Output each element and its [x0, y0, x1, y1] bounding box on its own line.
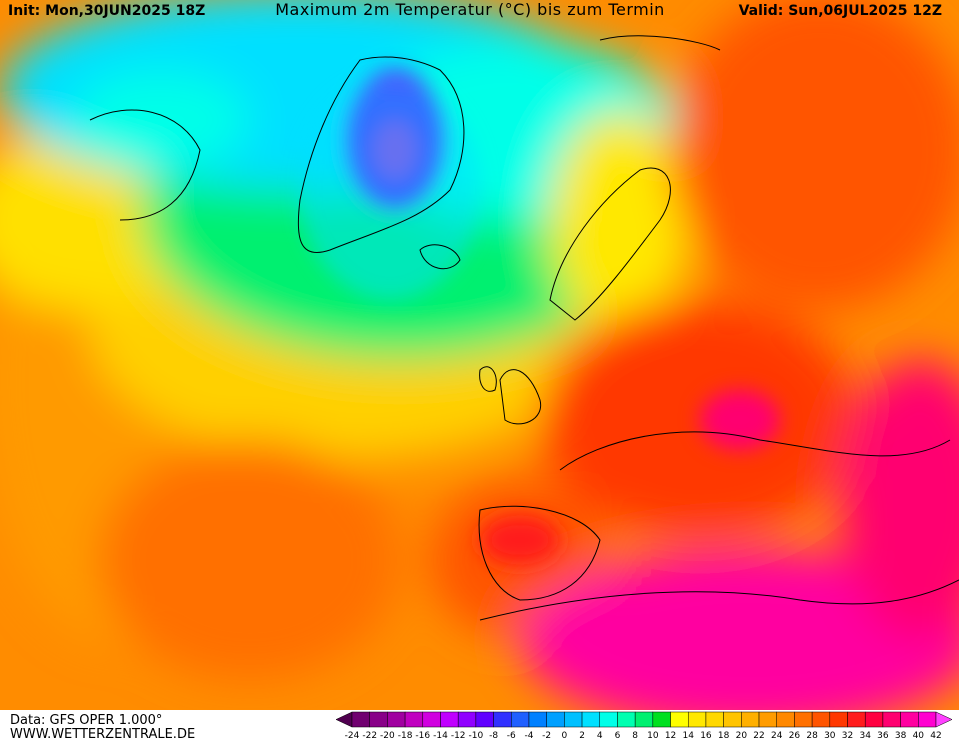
legend-swatch	[794, 711, 813, 728]
legend-label: 8	[632, 731, 638, 741]
legend-swatch	[811, 711, 831, 728]
legend-swatch	[829, 711, 848, 728]
color-legend: -24 -22 -20 -18 -16 -14 -12 -10 -8 -6 -4 -2 0 2 4 6 8 10 1…	[335, 711, 953, 741]
legend-swatch	[900, 711, 919, 728]
legend-label: -24	[345, 731, 360, 741]
legend-label: -16	[415, 731, 430, 741]
legend-label: 42	[930, 731, 941, 741]
legend-swatch	[564, 711, 583, 728]
legend-over-arrow	[935, 711, 953, 728]
legend-swatch	[687, 711, 707, 728]
legend-label: -22	[362, 731, 377, 741]
legend-label: 24	[771, 731, 783, 741]
legend-swatch	[387, 711, 406, 728]
legend-swatch	[634, 711, 654, 728]
legend-swatch	[404, 711, 424, 728]
legend-swatch	[652, 711, 671, 728]
legend-label: 40	[913, 731, 925, 741]
legend-label: 36	[877, 731, 889, 741]
legend-swatch	[546, 711, 565, 728]
legend-swatch	[847, 711, 866, 728]
legend-swatch	[581, 711, 601, 728]
legend-swatch	[741, 711, 760, 728]
legend-label: 0	[561, 731, 567, 741]
legend-swatch	[882, 711, 901, 728]
legend-label: 14	[683, 731, 695, 741]
legend-swatch	[457, 711, 477, 728]
legend-label: -8	[489, 731, 498, 741]
legend-label: 34	[859, 731, 871, 741]
legend-swatch	[493, 711, 512, 728]
legend-label: 2	[579, 731, 585, 741]
legend-label: 4	[597, 731, 603, 741]
legend-swatch	[705, 711, 724, 728]
legend-label: -4	[524, 731, 533, 741]
legend-swatch	[670, 711, 689, 728]
legend-swatch	[776, 711, 795, 728]
valid-time: Valid: Sun,06JUL2025 12Z	[739, 3, 942, 19]
legend-label: 18	[718, 731, 730, 741]
legend-swatch	[617, 711, 636, 728]
legend-swatch	[351, 711, 370, 728]
legend-label: 32	[842, 731, 853, 741]
website: WWW.WETTERZENTRALE.DE	[10, 727, 195, 741]
legend-label: -18	[398, 731, 413, 741]
legend-swatch	[440, 711, 459, 728]
legend-swatch	[723, 711, 742, 728]
legend-label: 28	[806, 731, 818, 741]
legend-label: 6	[615, 731, 621, 741]
legend-label: -14	[433, 731, 448, 741]
legend-under-arrow	[335, 711, 353, 728]
legend-label: 38	[895, 731, 907, 741]
data-source: Data: GFS OPER 1.000°	[10, 713, 162, 728]
init-time: Init: Mon,30JUN2025 18Z	[8, 3, 205, 19]
legend-label: -2	[542, 731, 551, 741]
legend-swatch	[475, 711, 494, 728]
legend-label: -20	[380, 731, 395, 741]
legend-label: 22	[753, 731, 764, 741]
coastlines	[89, 35, 959, 621]
legend-swatch	[918, 711, 937, 728]
map-title: Maximum 2m Temperatur (°C) bis zum Termi…	[275, 0, 665, 19]
legend-label: 16	[700, 731, 712, 741]
legend-swatch	[864, 711, 884, 728]
legend-label: 20	[736, 731, 748, 741]
legend-label: 26	[789, 731, 801, 741]
legend-label: 12	[665, 731, 676, 741]
legend-swatch	[528, 711, 547, 728]
legend-label: -10	[469, 731, 484, 741]
legend-swatch	[422, 711, 441, 728]
legend-swatch	[758, 711, 777, 728]
legend-label: 30	[824, 731, 836, 741]
legend-label: -6	[507, 731, 516, 741]
legend-swatch	[599, 711, 618, 728]
legend-swatch	[511, 711, 530, 728]
legend-label: -12	[451, 731, 466, 741]
legend-label: 10	[647, 731, 659, 741]
legend-swatch	[369, 711, 388, 728]
